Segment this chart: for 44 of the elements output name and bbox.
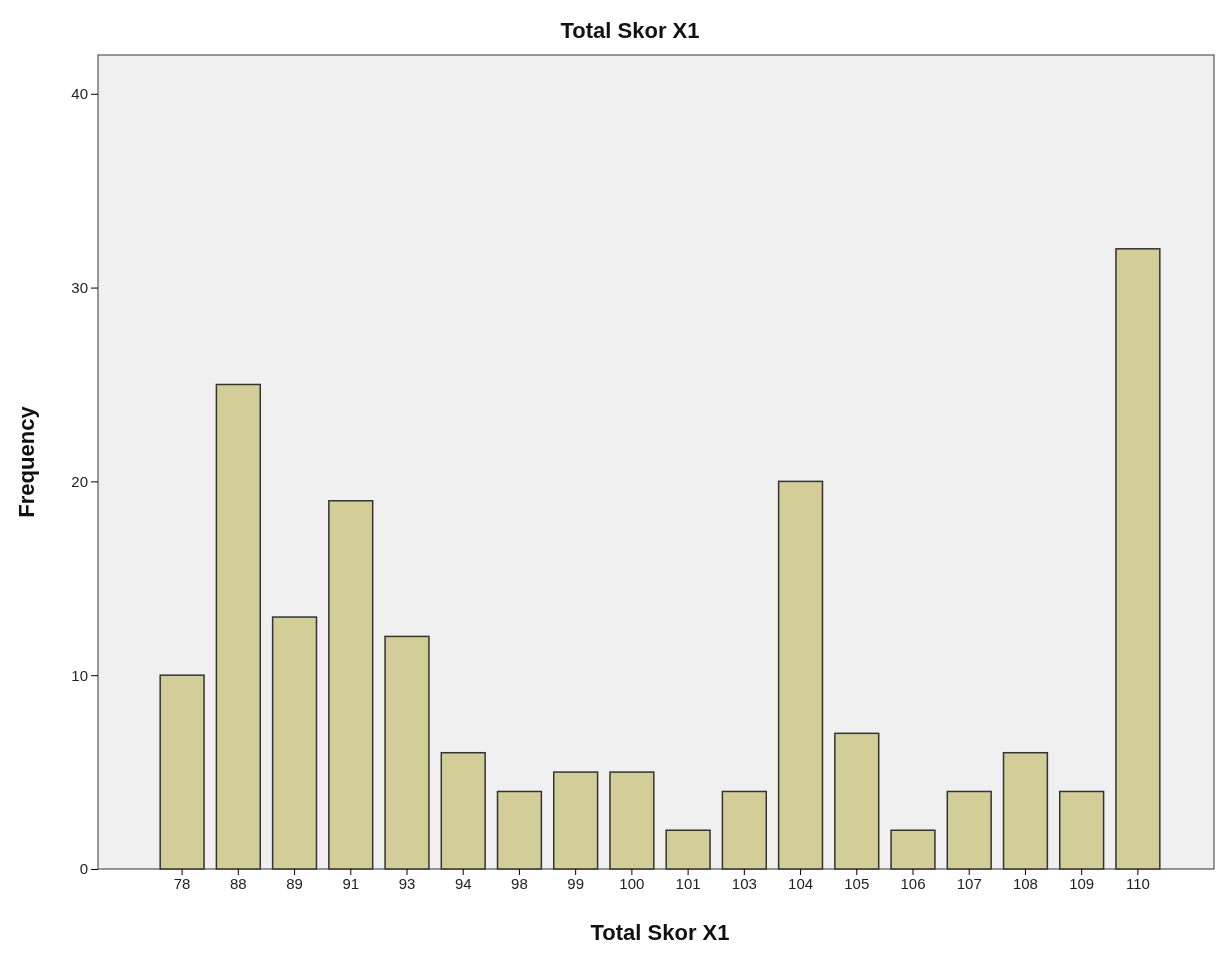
y-tick-label: 0 [79, 860, 88, 878]
bar [384, 635, 430, 870]
bar [777, 480, 824, 870]
x-tick-label: 108 [1012, 874, 1038, 892]
bar [328, 500, 374, 870]
bar [552, 771, 599, 870]
x-tick-label: 89 [286, 874, 303, 892]
y-tick-label: 10 [71, 666, 88, 684]
bar [496, 790, 543, 870]
y-tick-label: 30 [71, 278, 88, 296]
x-tick-label: 93 [398, 874, 416, 892]
x-tick-label: 104 [788, 874, 814, 892]
chart-title: Total Skor X1 [560, 18, 700, 43]
x-tick-label: 109 [1069, 874, 1095, 892]
bar [271, 616, 318, 870]
x-tick-label: 91 [342, 874, 360, 892]
x-tick-label: 105 [844, 874, 870, 892]
y-tick-label: 20 [71, 472, 88, 490]
x-axis-title: Total Skor X1 [590, 920, 730, 945]
bar [946, 790, 992, 870]
bar [665, 829, 711, 870]
x-tick-label: 98 [511, 874, 528, 892]
x-tick-label: 107 [956, 874, 982, 892]
bar [215, 383, 262, 870]
bar [1002, 751, 1049, 870]
bar [440, 751, 486, 870]
x-tick-label: 103 [731, 874, 757, 892]
bar [834, 732, 880, 870]
bar [609, 771, 655, 870]
bar [1058, 790, 1105, 870]
x-tick-label: 106 [900, 874, 926, 892]
y-axis-title: Frequency [14, 405, 39, 518]
x-tick-label: 88 [229, 874, 247, 892]
x-tick-label: 99 [567, 874, 585, 892]
x-tick-label: 110 [1125, 874, 1150, 892]
y-tick-label: 40 [71, 85, 88, 103]
x-tick-label: 101 [675, 874, 701, 892]
x-tick-label: 78 [173, 874, 191, 892]
bar [159, 674, 205, 870]
x-tick-label: 100 [619, 874, 645, 892]
bar [890, 829, 936, 870]
bar [1115, 248, 1161, 870]
bar [721, 790, 768, 870]
x-tick-label: 94 [454, 874, 472, 892]
